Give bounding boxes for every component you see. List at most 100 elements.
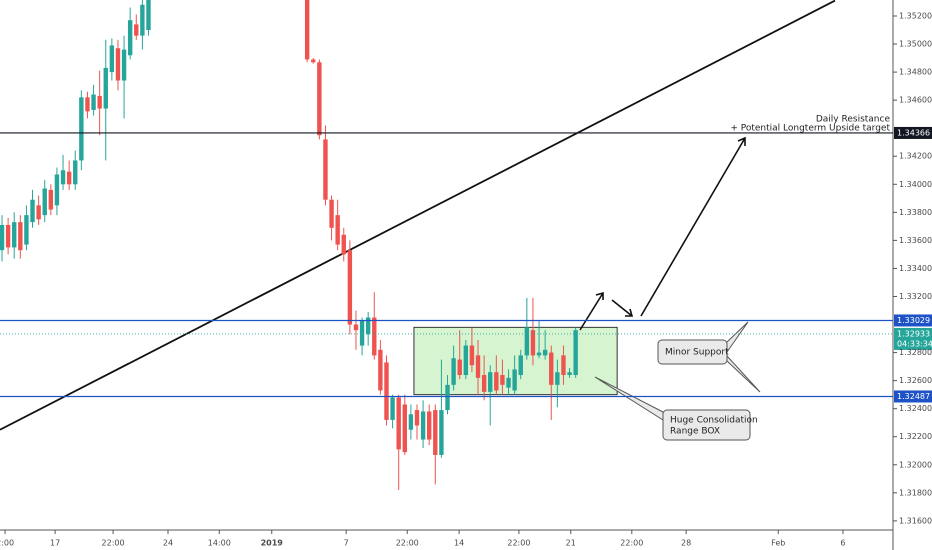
candle-body [109,45,115,73]
candle-body [146,0,151,31]
candle-body [488,372,493,392]
candle-body [372,317,377,356]
candle-body [18,222,23,251]
y-tick-label: 1.35000 [899,40,932,49]
countdown-label: 04:33:34 [897,339,932,348]
candle-body [506,377,511,388]
y-tick-label: 1.31600 [899,516,932,525]
candle-body [396,397,401,450]
candle-body [561,355,566,376]
candle-body [573,330,578,376]
callout-text: Range BOX [670,427,720,437]
y-tick-label: 1.32000 [899,460,932,469]
candle-body [402,404,407,453]
arrow [611,299,634,317]
y-tick-label: 1.32600 [899,376,932,385]
candle-body [12,222,17,248]
y-tick-label: 1.33200 [899,292,932,301]
candle-body [115,48,121,81]
level-label-box [894,126,932,139]
candle-body [134,24,139,36]
x-tick-label: 7 [344,539,349,548]
candle-body [451,358,456,385]
candle-body [494,372,499,391]
candle-body [304,0,310,60]
candle-body [140,4,145,36]
candle-body [36,205,41,220]
x-tick-label: Feb [771,539,785,548]
callout-pointer [726,321,761,393]
y-tick-label: 1.34200 [899,152,932,161]
candle-body [42,188,47,216]
level-label: 1.32487 [897,392,930,401]
level-label-box [894,390,932,403]
candle-body [347,250,353,325]
plot-area [0,0,836,491]
candle-body [365,317,371,335]
callout-range-box: Huge Consolidation Range BOX [594,376,758,441]
current-price-box [894,327,932,350]
candle-body [54,174,60,206]
x-tick-label: 17 [50,539,60,548]
x-tick-label: 22:00 [102,539,125,548]
candle-body [408,414,414,430]
candle-body [30,199,35,223]
x-tick-label: 21 [566,539,576,548]
callout-box [662,409,751,441]
candle-body [518,355,523,376]
candle-body [48,189,54,210]
candle-body [341,234,346,255]
y-tick-label: 1.32400 [899,404,932,413]
arrow [579,291,604,331]
level-label: 1.34366 [897,128,930,137]
candle-body [359,320,365,346]
candle-body [512,369,517,391]
candle-body [353,324,359,331]
candle-body [426,411,432,440]
candle-body [549,352,554,385]
candle-body [439,410,444,455]
candle-body [335,215,340,245]
x-tick-label: 24 [163,539,173,548]
x-tick-label: 2019 [261,539,284,548]
y-tick-label: 1.31800 [899,488,932,497]
candle-body [445,384,450,411]
candle-body [24,215,29,245]
x-tick-label: 2:00 [0,539,14,548]
candle-body [5,224,11,248]
annotation: + Potential Longterm Upside target [730,124,890,134]
x-tick-label: 22:00 [507,539,530,548]
candle-body [79,97,84,161]
arrows [579,136,746,331]
y-tick-label: 1.32800 [899,348,932,357]
candle-body [414,410,420,426]
candle-body [567,372,572,376]
y-tick-label: 1.34800 [899,68,932,77]
candle-body [500,375,505,385]
callout-box [657,339,728,365]
candle-body [91,94,96,110]
x-tick-label: 14 [454,539,464,548]
callout-text: Minor Support [665,348,729,358]
candle-body [555,372,560,385]
candle-body [66,171,72,185]
callout-text: Huge Consolidation [670,416,758,426]
candle-body [433,410,438,455]
candle-body [390,397,395,420]
candle-body [469,345,475,366]
candle-body [542,349,548,356]
y-tick-label: 1.33400 [899,264,932,273]
candle-body [311,59,316,63]
candle-body [103,67,108,109]
candle-body [329,199,334,228]
x-tick-label: 28 [681,539,691,548]
annotation: Daily Resistance [816,115,891,125]
candle-body [475,355,481,378]
candle-body [97,95,102,109]
y-tick-label: 1.34600 [899,96,932,105]
y-tick-label: 1.33800 [899,208,932,217]
x-tick-label: 6 [840,539,845,548]
arrow [640,136,746,317]
candle-body [317,62,322,136]
